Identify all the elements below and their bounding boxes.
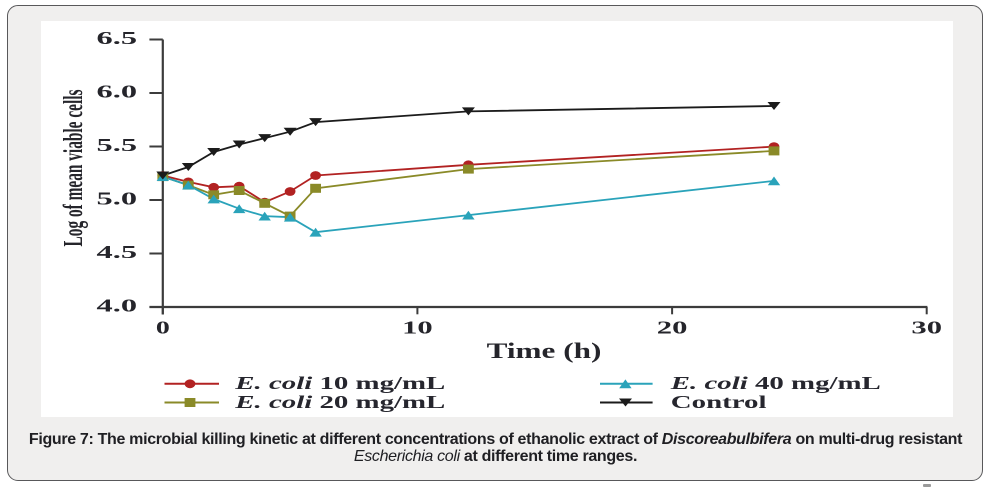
- svg-text:4.5: 4.5: [97, 242, 137, 262]
- svg-text:E. coli 10 mg/mL: E. coli 10 mg/mL: [234, 374, 445, 393]
- svg-text:Time (h): Time (h): [487, 338, 602, 362]
- svg-text:5.0: 5.0: [97, 189, 137, 209]
- svg-text:10: 10: [402, 318, 433, 337]
- svg-text:Control: Control: [671, 393, 767, 412]
- svg-text:4.0: 4.0: [97, 296, 137, 316]
- svg-text:Log of mean viable cells: Log of mean viable cells: [57, 89, 88, 246]
- svg-text:6.0: 6.0: [97, 82, 137, 102]
- svg-text:E. coli 40 mg/mL: E. coli 40 mg/mL: [670, 374, 881, 393]
- svg-text:5.5: 5.5: [97, 135, 137, 155]
- svg-text:30: 30: [911, 318, 942, 337]
- svg-text:E. coli 20 mg/mL: E. coli 20 mg/mL: [234, 393, 445, 412]
- svg-text:20: 20: [657, 318, 688, 337]
- svg-text:0: 0: [156, 318, 170, 338]
- svg-text:6.5: 6.5: [97, 28, 137, 48]
